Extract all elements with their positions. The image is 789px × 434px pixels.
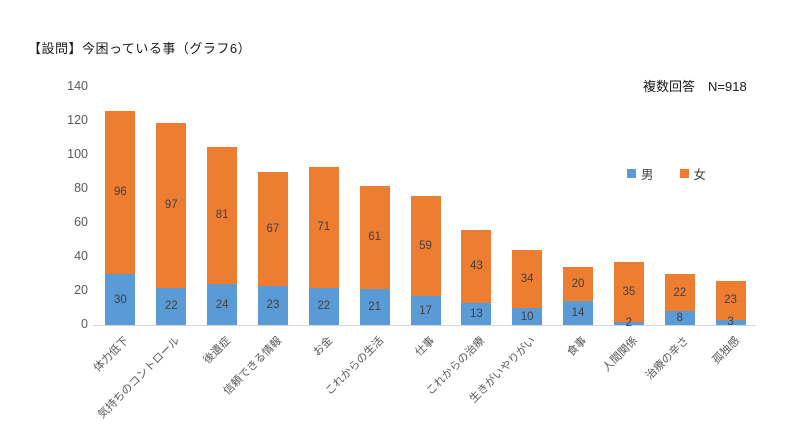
legend: 男女 [627,164,706,183]
data-label-male: 22 [317,300,331,313]
data-label-female: 71 [317,221,331,234]
data-label-male: 23 [266,299,280,312]
bar-segment-male [512,308,543,325]
data-label-female: 34 [520,273,534,286]
x-axis-label: 体力低下 [92,334,132,375]
legend-item-男: 男 [627,164,654,183]
bar-segment-male [613,321,644,325]
bar-segment-female [613,262,644,322]
bar-segment-male [664,311,695,325]
bar-segment-male [105,274,136,325]
bar-segment-male [410,296,441,325]
legend-swatch-icon [627,169,636,178]
bar-segment-male [359,289,390,325]
data-label-male: 13 [469,307,483,320]
legend-label: 男 [641,168,654,182]
bar-segment-female [257,172,288,286]
bar-segment-female [410,195,441,297]
legend-swatch-icon [679,169,689,178]
bar-segment-male [563,301,594,325]
y-tick-label: 20 [74,283,88,297]
bar-segment-female [563,267,594,302]
data-label-male: 21 [368,301,382,314]
multiple-answer-note: 複数回答 N=918 [643,79,747,94]
data-label-male: 22 [164,300,178,313]
bar-segment-female [105,110,136,274]
bar-segment-female [308,166,339,288]
y-tick-label: 80 [74,181,88,195]
bar-segment-female [359,185,390,290]
y-tick-label: 120 [67,113,88,127]
bar-segment-male [207,284,238,325]
data-label-male: 2 [625,317,633,330]
data-label-male: 10 [520,310,534,323]
bar-segment-male [308,287,339,325]
data-label-male: 8 [676,312,683,325]
data-label-male: 14 [571,307,585,320]
bar-segment-male [257,285,288,325]
data-label-male: 17 [419,304,432,317]
bar-segment-female [156,122,187,288]
data-label-male: 30 [114,293,127,306]
data-label-female: 96 [114,186,127,199]
data-label-female: 23 [724,294,737,307]
legend-item-女: 女 [679,164,707,183]
data-label-female: 20 [571,278,585,291]
y-tick-label: 0 [81,317,88,331]
bar-segment-female [715,280,746,320]
bar-segment-female [207,146,238,285]
y-tick-label: 100 [67,147,88,161]
data-label-female: 59 [419,239,432,252]
legend-label: 女 [693,168,707,182]
bar-segment-male [715,319,746,325]
x-axis-line [93,325,756,326]
bar-segment-female [664,274,695,312]
y-tick-label: 140 [67,79,88,93]
data-label-female: 61 [368,231,382,244]
y-tick-label: 60 [74,215,88,229]
bar-segment-male [156,287,187,325]
y-tick-label: 40 [74,249,88,263]
data-label-female: 22 [673,286,687,299]
data-label-female: 81 [215,209,229,222]
data-label-male: 3 [727,316,734,329]
data-label-female: 97 [164,199,178,212]
data-label-male: 24 [215,298,229,311]
chart-title: 【設問】今困っている事（グラフ6） [28,41,252,56]
bar-segment-male [461,302,492,325]
data-label-female: 67 [266,222,280,235]
bar-segment-female [512,250,543,308]
bar-segment-female [461,229,492,303]
data-label-female: 35 [622,285,636,298]
data-label-female: 43 [469,260,483,273]
